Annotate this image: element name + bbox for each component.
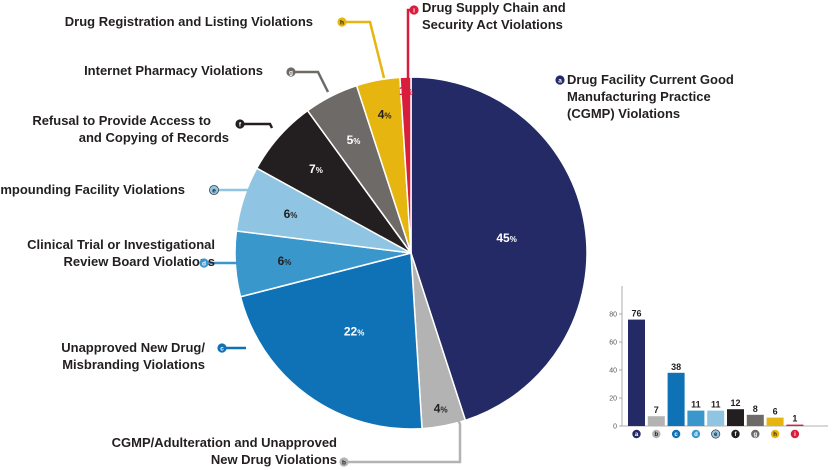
callout-badge-g: g xyxy=(286,67,296,77)
pie-pct-label-c: 22% xyxy=(344,324,364,338)
callout-g: Internet Pharmacy Violations g xyxy=(84,63,330,93)
bar-g xyxy=(746,414,764,426)
bar-ytick-label: 80 xyxy=(609,312,617,319)
callout-leader-g xyxy=(292,70,330,93)
bar-value-e: 11 xyxy=(711,400,721,410)
bar-value-h: 6 xyxy=(773,407,778,417)
bar-c xyxy=(667,372,685,426)
bar-d xyxy=(687,410,705,426)
bar-category-b: b xyxy=(652,429,661,438)
callout-e: Compounding Facility Violations e xyxy=(0,182,248,197)
callout-h: Drug Registration and Listing Violations… xyxy=(65,14,386,79)
pie-callouts: Drug Facility Current Good Manufacturing … xyxy=(0,0,734,467)
bar-ytick-label: 0 xyxy=(613,424,617,431)
svg-text:i: i xyxy=(794,432,796,438)
callout-badge-b: b xyxy=(339,457,349,467)
callout-leader-i xyxy=(406,8,414,78)
pie-pct-label-f: 7% xyxy=(309,162,323,176)
bar-category-g: g xyxy=(751,429,760,438)
bar-e xyxy=(707,410,725,426)
bar-category-f: f xyxy=(731,429,740,438)
bar-category-a: a xyxy=(632,429,641,438)
svg-text:h: h xyxy=(340,19,344,26)
callout-label-c: Unapproved New Drug/Misbranding Violatio… xyxy=(61,340,205,372)
callout-label-d: Clinical Trial or Investigational Review … xyxy=(27,237,215,269)
svg-text:g: g xyxy=(289,69,293,76)
callout-badge-h: h xyxy=(337,17,347,27)
callout-label-f: Refusal to Provide Access to and Copying … xyxy=(32,113,229,145)
callout-d: Clinical Trial or Investigational Review … xyxy=(27,237,239,269)
pie-chart: 45% 4% 22% 6% 6% 7% 5% 4% 1% xyxy=(234,76,588,430)
bar-ytick-label: 20 xyxy=(609,396,617,403)
svg-text:c: c xyxy=(220,345,224,352)
svg-text:a: a xyxy=(635,432,639,438)
callout-label-i: Drug Supply Chain and Security Act Violat… xyxy=(422,0,566,32)
callout-a: Drug Facility Current Good Manufacturing … xyxy=(555,72,734,121)
bar-value-i: 1 xyxy=(792,414,797,424)
callout-leader-h xyxy=(344,20,386,79)
callout-badge-f: f xyxy=(235,119,245,129)
callout-badge-c: c xyxy=(217,343,227,353)
bar-h xyxy=(766,417,784,426)
bar-value-a: 76 xyxy=(631,309,641,319)
callout-b: CGMP/Adulteration and Unapproved New Drug… xyxy=(112,399,462,467)
svg-text:c: c xyxy=(674,432,678,438)
svg-text:b: b xyxy=(342,459,346,466)
callout-i: Drug Supply Chain and Security Act Violat… xyxy=(406,0,566,78)
bar-value-f: 12 xyxy=(730,398,740,408)
callout-label-e: Compounding Facility Violations xyxy=(0,182,185,197)
callout-leader-b xyxy=(346,399,462,464)
callout-badge-i: i xyxy=(409,5,419,15)
pie-pct-label-i: 1% xyxy=(399,84,413,98)
bar-category-h: h xyxy=(770,429,780,438)
bar-category-d: d xyxy=(691,429,701,438)
callout-c: Unapproved New Drug/Misbranding Violatio… xyxy=(61,340,246,372)
svg-text:i: i xyxy=(413,7,415,14)
bar-value-c: 38 xyxy=(671,362,681,372)
pie-pct-label-h: 4% xyxy=(378,108,392,122)
pie-slice-c xyxy=(239,252,423,430)
pie-pct-label-e: 6% xyxy=(284,207,298,221)
svg-text:b: b xyxy=(654,432,658,438)
bar-value-b: 7 xyxy=(654,405,659,415)
bar-f xyxy=(727,409,744,426)
callout-f: Refusal to Provide Access to and Copying … xyxy=(32,113,274,145)
svg-text:g: g xyxy=(753,432,757,438)
callout-leader-f xyxy=(240,122,274,129)
bar-value-g: 8 xyxy=(753,404,758,414)
bar-category-c: c xyxy=(671,429,681,438)
callout-badge-e: e xyxy=(209,185,219,195)
svg-text:d: d xyxy=(202,260,206,267)
pie-slice-a xyxy=(410,76,588,422)
bar-chart: 0 20 40 60 80 76 a 7 b 38 c 11 d 11 e 12 f 8 g 6 h 1 i xyxy=(609,286,828,439)
pie-pct-label-d: 6% xyxy=(278,254,292,268)
callout-label-g: Internet Pharmacy Violations xyxy=(84,63,263,78)
bar-value-d: 11 xyxy=(691,400,701,410)
pie-slice-i xyxy=(399,76,412,254)
svg-text:e: e xyxy=(714,432,718,438)
pie-pct-label-a: 45% xyxy=(496,231,516,245)
pie-pct-label-b: 4% xyxy=(434,402,448,416)
callout-label-b: CGMP/Adulteration and Unapproved New Drug… xyxy=(112,435,337,467)
bar-category-i: i xyxy=(790,429,800,438)
bar-category-e: e xyxy=(711,429,721,439)
bar-i xyxy=(786,424,804,426)
callout-badge-a: a xyxy=(555,75,565,85)
callout-badge-d: d xyxy=(199,258,209,268)
svg-text:e: e xyxy=(212,187,216,194)
callout-label-h: Drug Registration and Listing Violations xyxy=(65,14,313,29)
callout-label-a: Drug Facility Current Good Manufacturing … xyxy=(567,72,734,121)
svg-text:h: h xyxy=(773,432,777,438)
svg-text:f: f xyxy=(239,121,242,128)
pie-pct-label-g: 5% xyxy=(347,133,361,147)
bar-ytick-label: 60 xyxy=(609,340,617,347)
svg-text:f: f xyxy=(735,432,738,438)
bar-a xyxy=(628,319,645,426)
bar-b xyxy=(647,416,665,426)
svg-text:a: a xyxy=(558,77,562,84)
svg-text:d: d xyxy=(694,432,698,438)
bar-ytick-label: 40 xyxy=(609,368,617,375)
